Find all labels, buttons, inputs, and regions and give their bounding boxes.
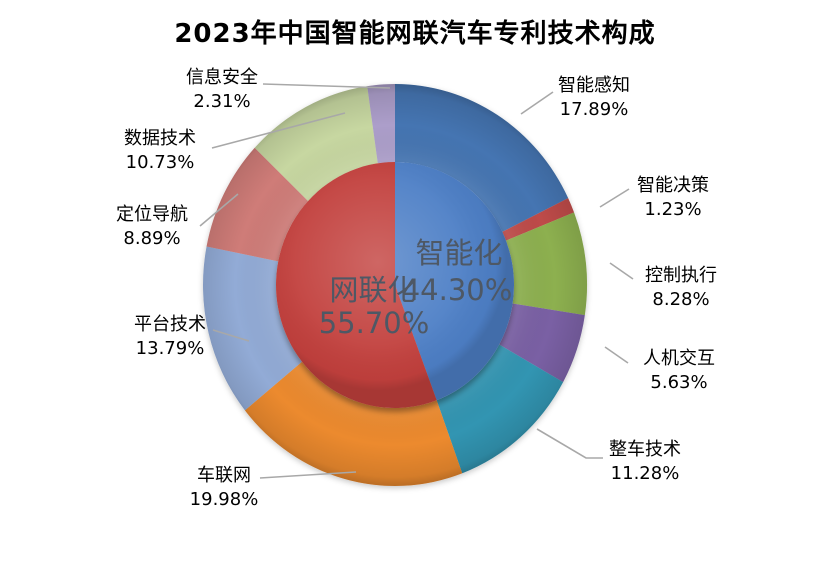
- slice-label-value: 2.31%: [193, 91, 250, 112]
- slice-label-name: 信息安全: [186, 67, 258, 88]
- leader-line: [520, 91, 554, 115]
- slice-label-name: 平台技术: [134, 314, 206, 335]
- leader-line: [262, 83, 391, 89]
- leader-line: [259, 471, 357, 479]
- slice-label-name: 定位导航: [116, 204, 188, 225]
- slice-label-name: 车联网: [197, 465, 251, 486]
- leader-line: [199, 193, 239, 227]
- slice-label-value: 19.98%: [190, 489, 259, 510]
- slice-label-name: 控制执行: [645, 265, 717, 286]
- slice-label-name: 智能感知: [558, 75, 630, 96]
- chart-title: 2023年中国智能网联汽车专利技术构成: [174, 19, 656, 49]
- slice-label-value: 8.28%: [652, 289, 709, 310]
- leader-line: [609, 262, 634, 280]
- leader-line: [211, 112, 346, 149]
- slice-label-name: 数据技术: [124, 128, 196, 149]
- center-label-value: 44.30%: [402, 273, 513, 307]
- leader-lines: [199, 83, 634, 479]
- center-label-value: 55.70%: [319, 306, 430, 340]
- slice-label-value: 13.79%: [136, 338, 205, 359]
- slice-labels: 智能感知 17.89% 智能决策 1.23% 控制执行 8.28% 人机交互 5.63% 整车技…: [116, 67, 717, 510]
- slice-label-value: 1.23%: [644, 199, 701, 220]
- center-label-name: 智能化: [415, 236, 502, 270]
- leader-line: [536, 428, 603, 459]
- leader-line: [604, 346, 629, 364]
- leader-line: [599, 188, 630, 208]
- slice-label-value: 11.28%: [611, 463, 680, 484]
- slice-label-value: 10.73%: [126, 152, 195, 173]
- slice-label-name: 人机交互: [643, 348, 715, 369]
- slice-label-value: 8.89%: [123, 228, 180, 249]
- center-label-name: 网联化: [329, 273, 416, 307]
- slice-label-value: 5.63%: [650, 372, 707, 393]
- leader-line: [212, 329, 250, 342]
- slice-label-name: 整车技术: [609, 439, 681, 460]
- slice-label-value: 17.89%: [560, 99, 629, 120]
- slice-label-name: 智能决策: [637, 175, 709, 196]
